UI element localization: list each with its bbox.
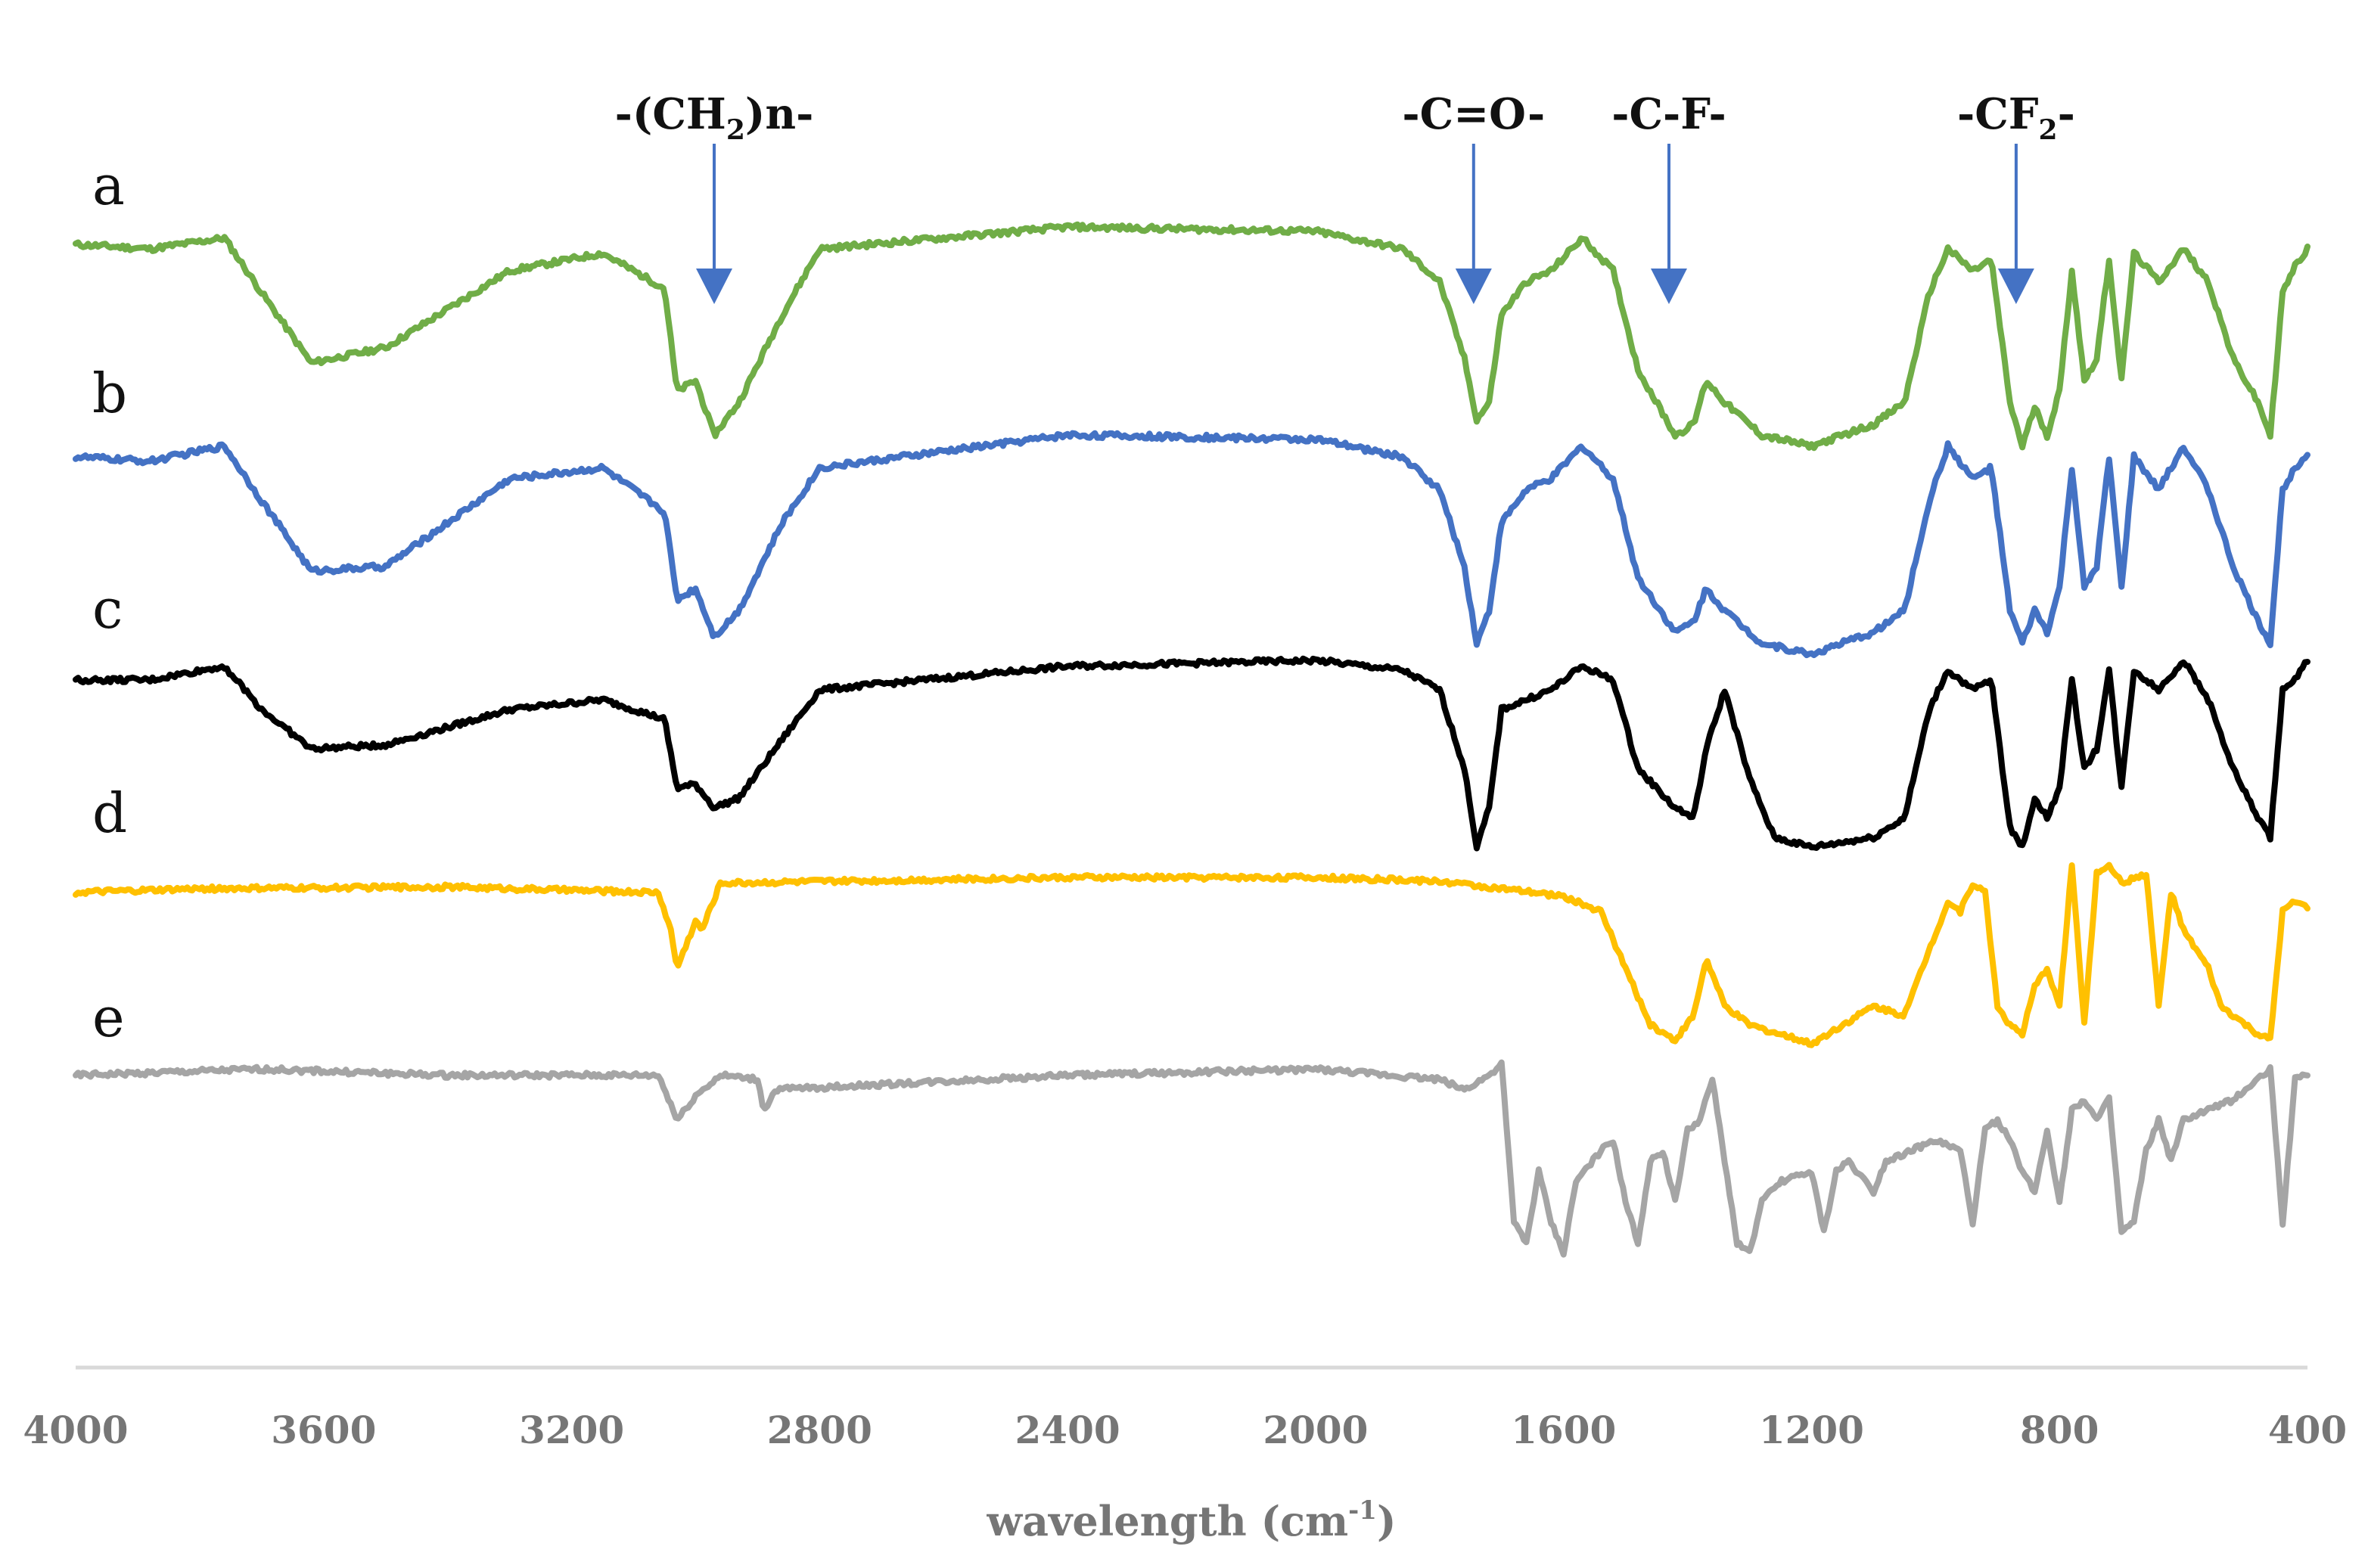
x-axis-label-end: )	[1377, 1497, 1397, 1545]
spectra-layer: a b c d e	[73, 154, 2311, 1258]
x-tick-label-3600: 3600	[271, 1408, 376, 1452]
x-tick-label-1200: 1200	[1759, 1408, 1864, 1452]
series-label-c: c	[92, 577, 123, 641]
x-tick-label-3200: 3200	[519, 1408, 624, 1452]
x-tick-label-800: 800	[2020, 1408, 2099, 1452]
band-label-0: -(CH2)n-	[615, 89, 814, 146]
spectrum-line-d	[73, 862, 2311, 1048]
x-axis-label: wavelength (cm-1)	[986, 1495, 1396, 1545]
x-tick-label-400: 400	[2268, 1408, 2347, 1452]
band-arrow-head-1	[1455, 269, 1492, 304]
band-arrow-head-0	[696, 269, 733, 304]
band-arrow-head-3	[1997, 269, 2034, 304]
band-label-1: -C=O-	[1402, 89, 1545, 139]
x-axis-label-exponent: -1	[1348, 1495, 1377, 1526]
spectrum-line-b	[73, 430, 2311, 659]
x-tick-label-1600: 1600	[1511, 1408, 1616, 1452]
band-arrow-head-2	[1650, 269, 1687, 304]
spectrum-line-a	[73, 221, 2311, 452]
series-label-e: e	[92, 986, 125, 1049]
x-tick-label-2800: 2800	[767, 1408, 872, 1452]
x-tick-label-2400: 2400	[1015, 1408, 1120, 1452]
series-label-d: d	[92, 781, 127, 845]
x-tick-label-2000: 2000	[1263, 1408, 1368, 1452]
band-annotations: -(CH2)n- -C=O- -C-F- -CF2-	[615, 89, 2075, 304]
x-axis-label-main: wavelength (cm	[986, 1497, 1348, 1545]
spectrum-line-e	[73, 1059, 2311, 1258]
band-label-3: -CF2-	[1957, 89, 2075, 146]
band-label-2: -C-F-	[1611, 89, 1726, 139]
x-axis-ticks: 4000 3600 3200 2800 2400 2000 1600 1200 800 400	[23, 1408, 2347, 1452]
spectrum-line-c	[73, 655, 2311, 852]
series-label-b: b	[92, 362, 127, 425]
series-label-a: a	[92, 154, 125, 217]
x-tick-label-4000: 4000	[23, 1408, 128, 1452]
